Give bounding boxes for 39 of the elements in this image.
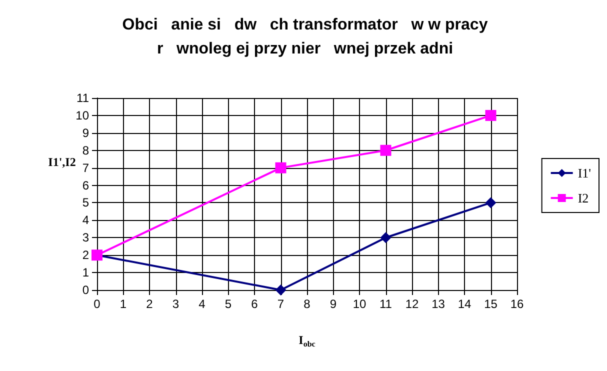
point bbox=[380, 232, 392, 244]
point bbox=[275, 162, 286, 174]
legend-label: I1' bbox=[578, 166, 591, 180]
y-tick-label: 2 bbox=[82, 248, 90, 262]
y-tick-label: 1 bbox=[82, 266, 90, 280]
x-tick-label: 7 bbox=[277, 297, 284, 311]
x-tick-label: 0 bbox=[94, 297, 101, 311]
y-axis-title: I1',I2 bbox=[48, 155, 76, 169]
y-tick-label: 3 bbox=[82, 230, 90, 245]
y-tick-label: 6 bbox=[82, 178, 90, 192]
x-tick-label: 9 bbox=[330, 297, 337, 311]
x-tick-label: 11 bbox=[380, 297, 392, 311]
y-tick-label: 0 bbox=[82, 283, 90, 297]
point bbox=[485, 110, 496, 121]
y-tick-label: 4 bbox=[82, 213, 90, 228]
x-tick-label: 6 bbox=[251, 297, 258, 311]
point bbox=[485, 197, 496, 208]
legend-label: I2 bbox=[578, 190, 589, 206]
chart-title: Obci anie si dw ch transformator w w pracy r wnoleg ej przy nier wnej przek adni bbox=[122, 16, 488, 58]
x-tick-label: 1 bbox=[120, 297, 127, 311]
y-tick-label: 10 bbox=[76, 108, 90, 122]
y-tick-label: 9 bbox=[82, 126, 90, 140]
x-tick-label: 12 bbox=[405, 297, 419, 311]
y-tick-label: 8 bbox=[82, 143, 90, 158]
point bbox=[380, 144, 392, 156]
y-tick-label: 5 bbox=[82, 196, 90, 210]
x-tick-label: 5 bbox=[224, 297, 232, 311]
x-tick-label: 4 bbox=[198, 297, 206, 311]
x-tick-label: 15 bbox=[484, 297, 498, 311]
x-tick-label: 14 bbox=[458, 297, 472, 311]
x-tick-label: 8 bbox=[304, 297, 311, 311]
x-tick-label: 16 bbox=[510, 297, 524, 311]
y-tick-label: 11 bbox=[76, 91, 90, 105]
y-tick-label: 7 bbox=[82, 160, 90, 175]
x-tick-label: 13 bbox=[432, 297, 446, 311]
point bbox=[275, 284, 286, 296]
x-tick-label: 10 bbox=[352, 297, 366, 311]
x-tick-label: 2 bbox=[146, 297, 154, 311]
x-tick-label: 3 bbox=[172, 297, 180, 311]
